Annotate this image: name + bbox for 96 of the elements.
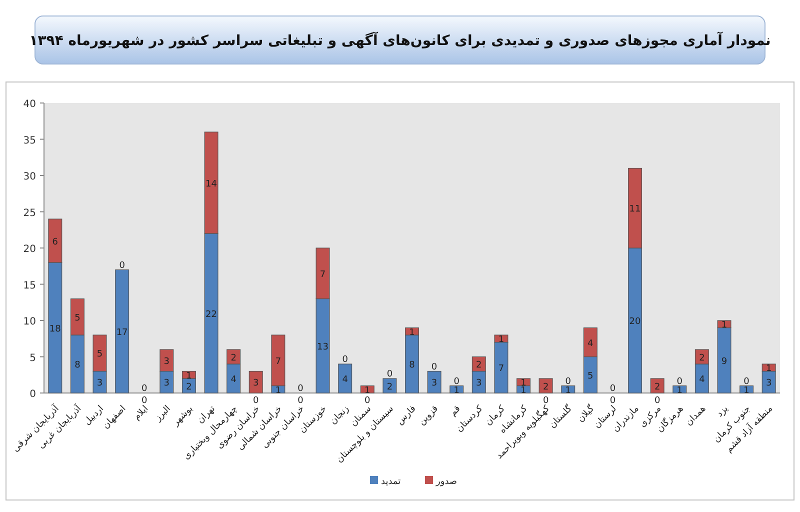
data-label: 20	[629, 317, 642, 327]
data-label: 1	[565, 386, 571, 396]
data-label: 5	[588, 371, 594, 382]
data-label: 3	[766, 378, 772, 389]
bar	[382, 378, 397, 394]
y-tick-label: 25	[23, 208, 36, 219]
data-label: 0	[342, 355, 348, 365]
x-tick-label: فارس	[395, 404, 418, 427]
y-tick-label: 30	[23, 172, 36, 182]
data-label: 0	[610, 396, 616, 406]
x-tick-label: اردبیل	[82, 404, 106, 428]
data-label: 4	[342, 375, 348, 385]
data-label: 3	[164, 356, 170, 367]
data-label: 0	[141, 396, 148, 406]
data-label: 0	[431, 362, 438, 372]
data-label: 17	[116, 328, 128, 338]
data-label: 0	[565, 376, 572, 387]
data-label: 1	[498, 335, 504, 346]
data-label: 6	[52, 237, 58, 248]
data-label: 1	[721, 320, 728, 331]
bar	[650, 378, 664, 394]
y-tick-label: 20	[23, 244, 36, 255]
data-label: 8	[409, 360, 416, 370]
data-label: 11	[629, 204, 641, 215]
x-tick-label: زنجان	[328, 404, 352, 427]
data-label: 2	[186, 382, 192, 392]
data-label: 0	[364, 396, 371, 406]
legend-label: صدور	[435, 477, 458, 487]
x-tick-label: قزوین	[417, 404, 440, 428]
data-label: 1	[766, 364, 772, 374]
data-label: 1	[676, 386, 683, 396]
data-label: 3	[96, 378, 103, 389]
data-label: 3	[431, 378, 438, 389]
legend-label: تمدید	[381, 477, 402, 487]
data-label: 18	[49, 324, 62, 334]
data-label: 0	[386, 370, 393, 380]
data-label: 7	[320, 270, 326, 280]
x-tick-label: ایلام	[132, 404, 150, 422]
data-label: 4	[588, 338, 594, 349]
data-label: 0	[542, 396, 549, 406]
x-tick-label: بوشهر	[170, 404, 196, 429]
data-label: 3	[476, 378, 482, 389]
data-label: 0	[744, 376, 750, 387]
chart-title: نمودار آماری مجوزهای صدوری و تمدیدی برای کانون‌های آگهی و تبلیغاتی سراسر کشور در شهریورماه ۱۳۹۴	[29, 31, 771, 49]
x-tick-label: قم	[448, 404, 463, 418]
data-label: 1	[454, 386, 460, 396]
data-label: 8	[74, 360, 81, 370]
data-label: 2	[542, 382, 549, 392]
data-label: 0	[298, 396, 304, 406]
data-label: 1	[275, 386, 282, 396]
data-label: 22	[206, 310, 217, 320]
data-label: 3	[253, 378, 259, 389]
data-label: 5	[96, 350, 103, 360]
y-tick-label: 35	[23, 135, 36, 146]
y-tick-label: 5	[30, 352, 36, 364]
data-label: 5	[74, 313, 80, 324]
data-label: 2	[654, 382, 660, 392]
bar	[360, 385, 374, 394]
data-label: 7	[275, 356, 282, 367]
x-tick-label: همدان	[684, 404, 708, 428]
x-tick-label: یزد	[715, 404, 731, 420]
data-label: 0	[141, 384, 148, 394]
data-label: 1	[186, 371, 192, 382]
data-label: 0	[253, 396, 260, 406]
y-tick-label: 10	[23, 316, 36, 328]
data-label: 2	[699, 353, 705, 364]
data-label: 0	[654, 396, 660, 406]
y-tick-label: 40	[23, 99, 36, 110]
data-label: 1	[744, 386, 750, 396]
x-tick-label: گیلان	[574, 402, 598, 425]
x-tick-label: البرز	[152, 404, 173, 424]
data-label: 7	[498, 364, 504, 374]
bar	[115, 269, 130, 394]
bar	[338, 364, 352, 394]
data-label: 13	[317, 342, 329, 352]
data-label: 4	[230, 375, 237, 385]
bar	[248, 370, 263, 394]
data-label: 0	[119, 260, 126, 271]
y-tick-label: 0	[30, 389, 36, 400]
data-label: 0	[676, 376, 683, 387]
data-label: 3	[164, 378, 170, 389]
data-label: 0	[610, 384, 616, 394]
data-label: 2	[386, 382, 393, 392]
data-label: 0	[298, 384, 304, 394]
data-label: 9	[721, 356, 728, 367]
data-label: 14	[206, 179, 218, 190]
data-label: 1	[409, 328, 415, 338]
data-label: 0	[454, 376, 460, 387]
bar	[427, 370, 442, 394]
data-label: 1	[364, 386, 370, 396]
data-label: 2	[230, 353, 236, 364]
data-label: 1	[520, 386, 526, 396]
data-label: 2	[476, 360, 482, 370]
y-tick-label: 15	[23, 280, 36, 292]
bar	[538, 378, 553, 394]
data-label: 4	[699, 375, 706, 385]
